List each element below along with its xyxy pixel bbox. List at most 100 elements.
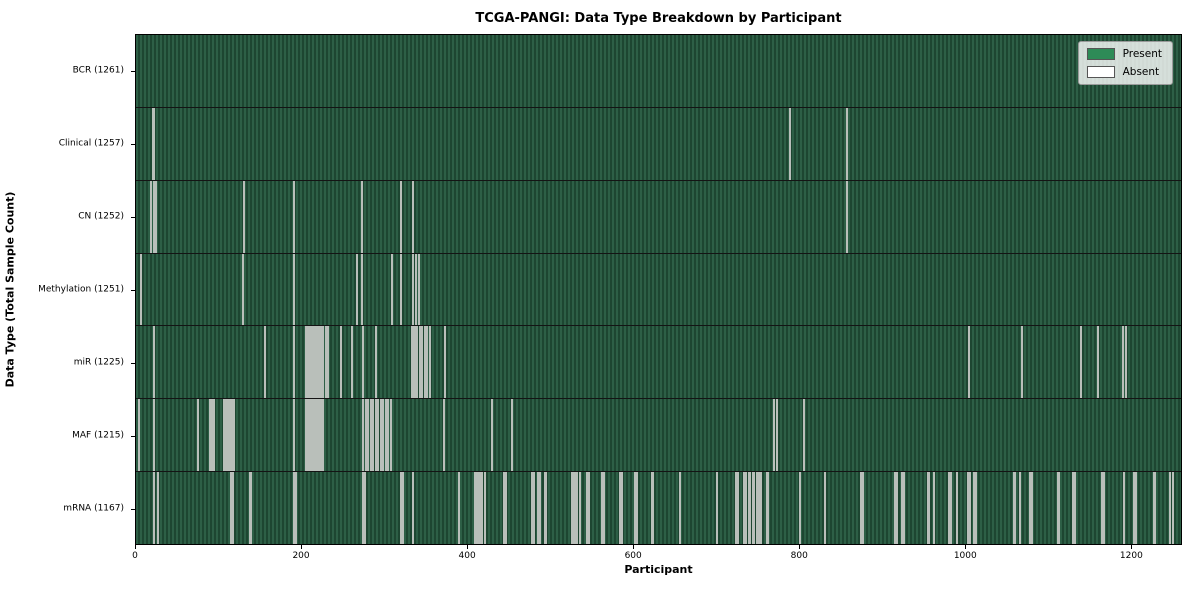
legend-label-present: Present — [1122, 48, 1162, 60]
absent-stripe — [650, 472, 653, 545]
absent-stripe — [400, 253, 403, 326]
absent-stripe — [339, 326, 342, 399]
absent-stripe — [230, 472, 233, 545]
absent-stripe — [151, 107, 154, 180]
absent-stripe — [319, 326, 322, 399]
absent-stripe — [315, 399, 317, 472]
absent-stripe — [362, 326, 365, 399]
absent-stripe — [362, 472, 365, 545]
y-tick-label: BCR (1261) — [72, 65, 124, 75]
absent-stripe — [902, 472, 905, 545]
absent-stripe — [316, 399, 319, 472]
absent-stripe — [152, 180, 155, 253]
absent-stripe — [1169, 472, 1172, 545]
absent-stripe — [823, 472, 826, 545]
heatmap-row-Methylation — [136, 253, 1181, 327]
absent-stripe — [1134, 472, 1137, 545]
absent-stripe — [369, 399, 372, 472]
absent-stripe — [1101, 472, 1104, 545]
absent-stripe — [1152, 472, 1155, 545]
absent-stripe — [484, 472, 487, 545]
absent-stripe — [531, 472, 534, 545]
absent-stripe — [374, 399, 377, 472]
absent-stripe — [308, 326, 311, 399]
absent-stripe — [571, 472, 574, 545]
absent-stripe — [803, 399, 806, 472]
y-tick-label: Methylation (1251) — [38, 284, 124, 294]
absent-stripe — [1056, 472, 1059, 545]
absent-stripe — [620, 472, 623, 545]
absent-stripe — [313, 399, 316, 472]
absent-stripe — [1012, 472, 1015, 545]
absent-stripe — [972, 472, 975, 545]
absent-stripe — [789, 107, 792, 180]
heatmap-row-mRNA — [136, 472, 1181, 545]
absent-stripe — [480, 472, 483, 545]
y-tick-label: miR (1225) — [73, 357, 124, 367]
absent-stripe — [1074, 472, 1077, 545]
absent-stripe — [1171, 472, 1174, 545]
absent-stripe — [150, 180, 153, 253]
absent-stripe — [510, 399, 513, 472]
absent-stripe — [293, 180, 296, 253]
absent-stripe — [324, 326, 327, 399]
absent-stripe — [587, 472, 590, 545]
absent-stripe — [773, 399, 776, 472]
absent-stripe — [755, 472, 758, 545]
absent-stripe — [1058, 472, 1061, 545]
absent-stripe — [678, 472, 681, 545]
absent-stripe — [152, 326, 155, 399]
absent-stripe — [208, 399, 211, 472]
absent-stripe — [1019, 472, 1022, 545]
absent-stripe — [619, 472, 622, 545]
absent-stripe — [421, 326, 424, 399]
legend: Present Absent — [1077, 41, 1173, 85]
absent-stripe — [537, 472, 540, 545]
x-tick-mark — [633, 545, 635, 549]
y-tick-mark — [131, 435, 135, 437]
absent-stripe — [716, 472, 719, 545]
heatmap-row-miR — [136, 326, 1181, 400]
absent-stripe — [389, 399, 392, 472]
absent-stripe — [224, 399, 227, 472]
absent-stripe — [1079, 326, 1082, 399]
absent-stripe — [364, 399, 367, 472]
absent-stripe — [227, 399, 230, 472]
absent-stripe — [137, 399, 140, 472]
absent-stripe — [384, 399, 387, 472]
absent-stripe — [743, 472, 746, 545]
absent-stripe — [1014, 472, 1017, 545]
absent-stripe — [293, 253, 296, 326]
legend-swatch-absent-icon — [1086, 66, 1115, 78]
plot-area: Present Absent — [135, 34, 1182, 545]
absent-stripe — [1097, 326, 1100, 399]
absent-stripe — [600, 472, 603, 545]
absent-stripe — [140, 253, 143, 326]
absent-stripe — [1029, 472, 1032, 545]
absent-stripe — [248, 472, 251, 545]
x-tick-mark — [467, 545, 469, 549]
absent-stripe — [504, 472, 507, 545]
absent-stripe — [458, 472, 461, 545]
x-tick-label: 600 — [624, 551, 642, 561]
absent-stripe — [634, 472, 637, 545]
absent-stripe — [574, 472, 577, 545]
absent-stripe — [400, 180, 403, 253]
absent-stripe — [426, 326, 429, 399]
chart-title: TCGA-PANGI: Data Type Breakdown by Parti… — [475, 11, 842, 26]
x-tick-label: 400 — [458, 551, 476, 561]
absent-stripe — [305, 399, 308, 472]
absent-stripe — [411, 253, 414, 326]
absent-stripe — [974, 472, 977, 545]
absent-stripe — [210, 399, 213, 472]
heatmap-row-Clinical — [136, 107, 1181, 181]
absent-stripe — [322, 326, 325, 399]
absent-stripe — [382, 399, 385, 472]
absent-stripe — [846, 107, 849, 180]
y-tick-label: mRNA (1167) — [63, 503, 124, 513]
legend-label-absent: Absent — [1122, 66, 1160, 78]
absent-stripe — [313, 326, 316, 399]
x-tick-mark — [135, 545, 136, 549]
absent-stripe — [242, 180, 245, 253]
